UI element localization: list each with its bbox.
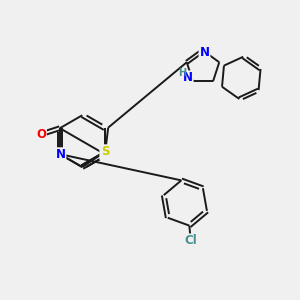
Text: N: N [100, 146, 110, 159]
Text: N: N [183, 71, 193, 84]
Text: N: N [56, 148, 65, 161]
Text: H: H [178, 68, 186, 78]
Text: S: S [102, 145, 110, 158]
Text: Cl: Cl [184, 234, 197, 248]
Text: N: N [200, 46, 209, 59]
Text: O: O [36, 128, 46, 141]
